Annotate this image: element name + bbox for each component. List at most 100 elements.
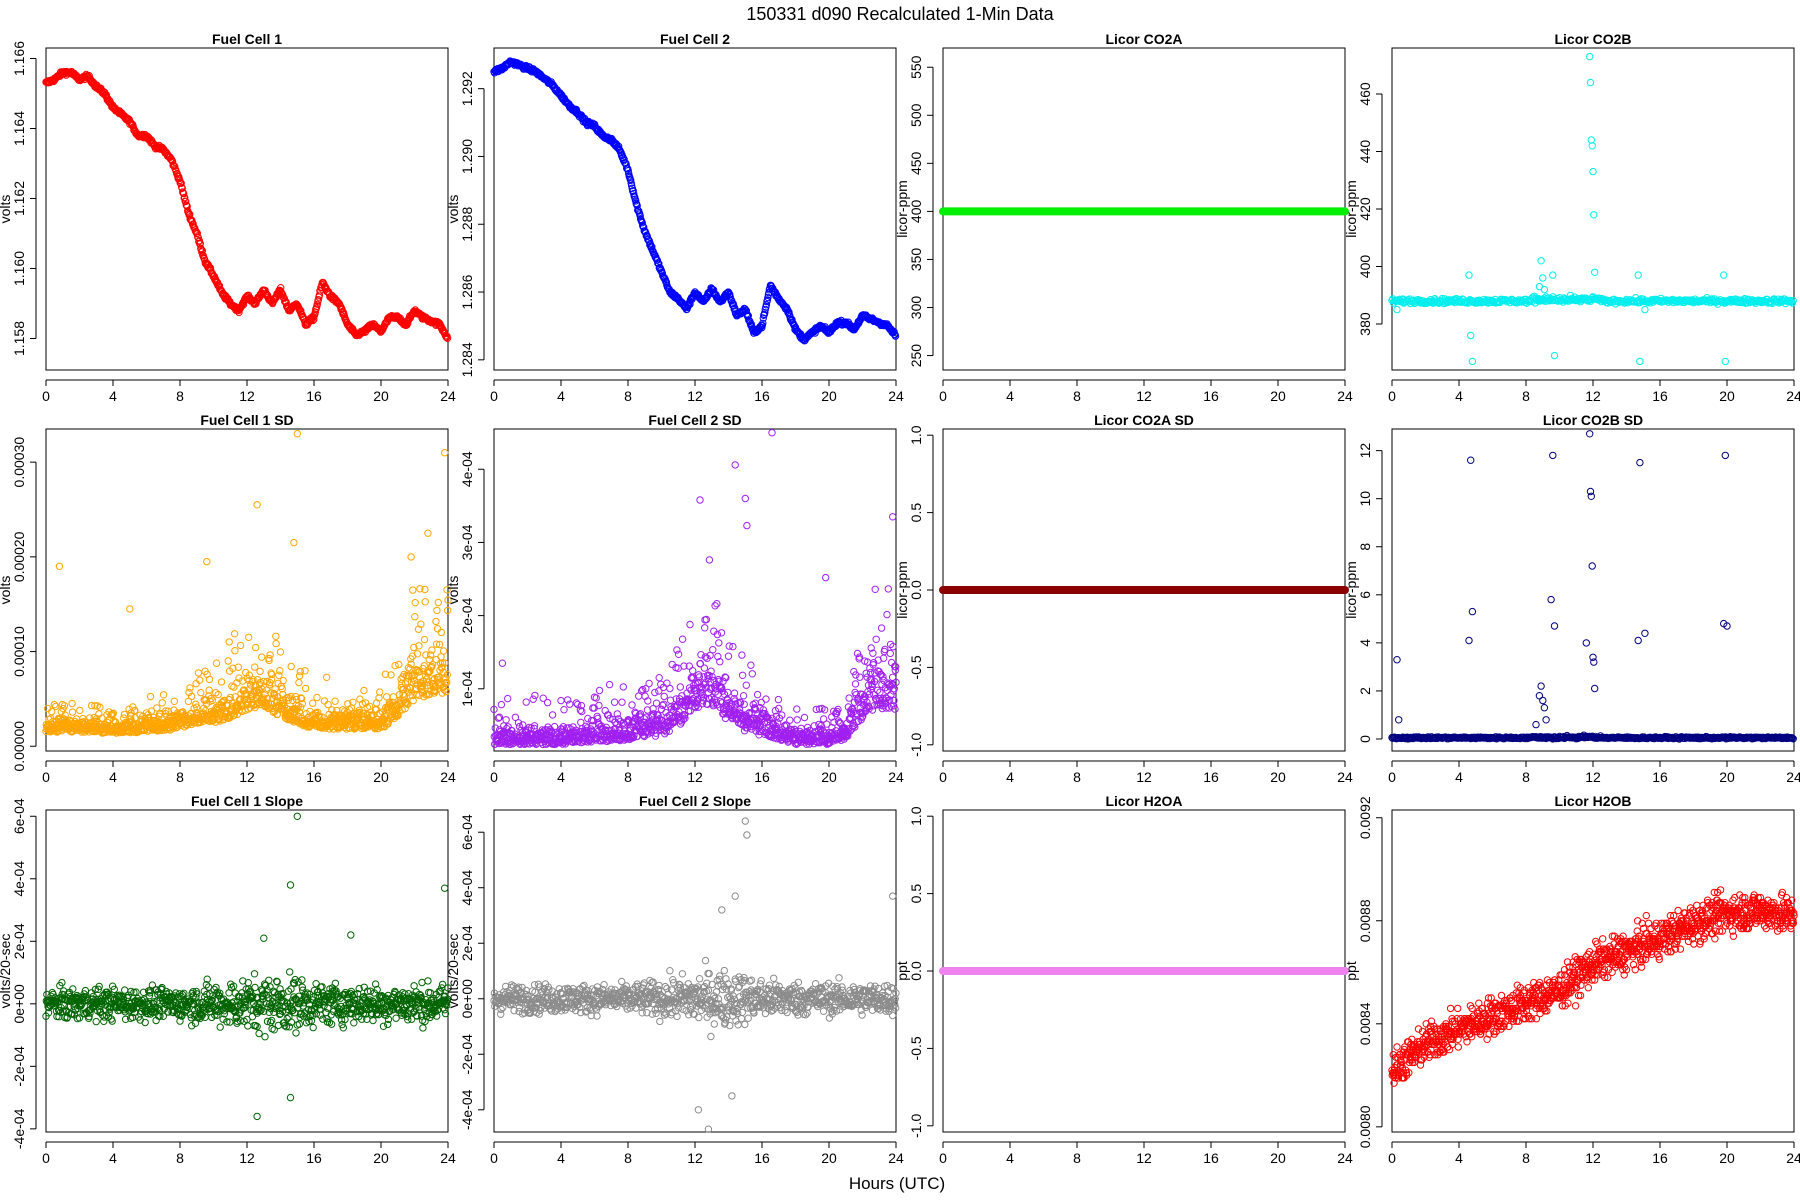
- data-point: [610, 698, 619, 706]
- data-point: [889, 513, 897, 521]
- x-tick-label: 16: [1203, 388, 1219, 404]
- x-tick-label: 16: [306, 388, 322, 404]
- data-point: [1550, 351, 1559, 360]
- y-tick-label: 2e-04: [459, 597, 475, 633]
- data-point: [891, 332, 900, 340]
- data-point: [193, 229, 202, 238]
- data-point: [231, 647, 239, 655]
- data-point: [701, 624, 709, 632]
- y-tick-label: 0: [1357, 735, 1373, 743]
- data-point: [295, 678, 303, 687]
- x-tick-label: 24: [888, 388, 904, 404]
- data-point: [738, 671, 747, 679]
- data-point: [662, 278, 671, 286]
- x-tick-label: 12: [687, 388, 703, 404]
- data-point: [1721, 357, 1730, 366]
- data-point: [1590, 211, 1598, 219]
- data-point: [871, 585, 879, 593]
- x-tick-label: 24: [440, 388, 456, 404]
- data-point: [768, 429, 776, 437]
- x-tick-label: 24: [1786, 769, 1800, 785]
- x-tick-label: 12: [1136, 388, 1152, 404]
- x-axis: 0 4 8 12 16 20 24: [1388, 760, 1800, 785]
- x-tick-label: 0: [490, 388, 498, 404]
- x-tick-label: 16: [306, 769, 322, 785]
- x-tick-label: 20: [1270, 769, 1286, 785]
- data-point: [763, 296, 772, 304]
- data-point: [764, 293, 772, 302]
- data-point: [424, 529, 432, 537]
- data-point: [884, 585, 892, 593]
- data-point: [198, 247, 207, 255]
- y-tick-label: 350: [908, 248, 924, 272]
- data-point: [729, 642, 737, 651]
- data-point: [886, 649, 894, 658]
- x-tick-label: 12: [1585, 769, 1601, 785]
- panel-title: Licor CO2A: [1105, 31, 1182, 47]
- panel-title: Licor CO2B SD: [1543, 412, 1643, 428]
- data-point: [700, 664, 709, 672]
- y-tick-label: 3e-04: [459, 524, 475, 560]
- data-point: [738, 651, 746, 659]
- x-tick-label: 16: [1652, 388, 1668, 404]
- x-tick-label: 4: [109, 769, 117, 785]
- x-axis: 0 4 8 12 16 20 24: [1388, 379, 1800, 404]
- data-point: [245, 633, 253, 641]
- data-point: [627, 176, 635, 185]
- data-point: [676, 683, 684, 691]
- panel-title: Licor CO2B: [1554, 31, 1631, 47]
- x-tick-label: 8: [176, 769, 184, 785]
- data-point: [1588, 142, 1596, 150]
- data-point: [1641, 305, 1649, 314]
- x-axis: 0 4 8 12 16 20 24: [42, 760, 456, 785]
- data-point: [504, 694, 512, 703]
- data-point: [1636, 357, 1644, 366]
- x-tick-label: 24: [440, 769, 456, 785]
- data-point: [1540, 285, 1549, 294]
- x-tick-label: 4: [1455, 388, 1463, 404]
- data-point: [279, 676, 287, 685]
- data-point: [186, 684, 194, 692]
- data-point: [230, 630, 239, 638]
- x-tick-label: 4: [109, 388, 117, 404]
- data-point: [851, 680, 860, 688]
- data-point: [1586, 52, 1594, 61]
- data-point: [1789, 297, 1797, 305]
- data-point: [192, 680, 200, 688]
- data-point: [747, 320, 755, 328]
- data-point: [759, 314, 767, 322]
- data-point: [411, 599, 419, 607]
- data-point: [395, 660, 403, 669]
- data-point: [58, 700, 67, 709]
- x-tick-label: 8: [624, 769, 632, 785]
- x-tick-label: 0: [42, 388, 50, 404]
- y-tick-label: 1.292: [459, 71, 475, 106]
- data-point: [301, 667, 309, 675]
- data-point: [785, 308, 793, 316]
- data-point: [731, 461, 739, 469]
- data-point: [258, 653, 266, 661]
- data-point: [1786, 296, 1794, 305]
- x-tick-label: 24: [1337, 769, 1353, 785]
- x-tick-label: 0: [939, 769, 947, 785]
- data-point: [1634, 271, 1642, 279]
- data-point: [717, 629, 726, 637]
- data-point: [548, 711, 557, 719]
- y-tick-label: 0.00000: [11, 721, 27, 772]
- data-point: [403, 321, 411, 329]
- data-point: [293, 430, 301, 438]
- data-point: [272, 632, 280, 640]
- data-point: [628, 181, 636, 190]
- panel-2: Fuel Cell 20 4 8 12 16 20 241.2841.2861.2881.2…: [445, 31, 904, 404]
- y-tick-label: 1.0: [908, 425, 924, 445]
- data-point: [55, 562, 64, 570]
- y-tick-label: 4: [1357, 639, 1373, 647]
- x-tick-label: 0: [939, 388, 947, 404]
- data-point: [205, 675, 214, 684]
- panel-6: Fuel Cell 2 SD0 4 8 12 16 20 241e-042e-043e-04…: [445, 412, 904, 785]
- data-point: [409, 586, 417, 594]
- x-tick-label: 20: [1719, 769, 1735, 785]
- data-point: [638, 219, 646, 227]
- y-tick-label: 4e-04: [459, 451, 475, 487]
